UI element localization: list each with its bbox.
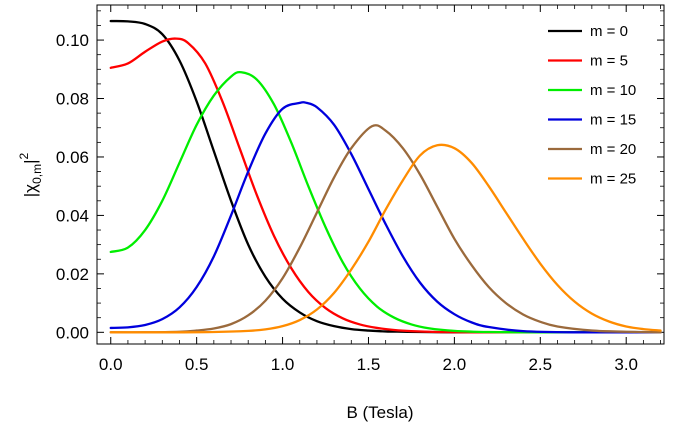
y-axis-label-main: |χ [21, 184, 40, 197]
legend-label: m = 20 [590, 141, 636, 158]
legend-label: m = 0 [590, 23, 628, 40]
x-tick-label: 2.0 [443, 355, 467, 374]
y-axis-label: |χ0,m|2 [17, 152, 44, 197]
series-line-m10 [109, 70, 662, 334]
y-axis-label-superscript: 2 [17, 152, 31, 159]
legend-item: m = 25 [548, 171, 636, 188]
legend-item: m = 10 [548, 82, 636, 99]
legend-label: m = 10 [590, 82, 636, 99]
y-tick-label: 0.00 [56, 323, 89, 342]
legend-item: m = 5 [548, 53, 628, 70]
series-layer [109, 19, 662, 334]
series-line-m25 [109, 143, 662, 334]
legend-label: m = 5 [590, 53, 628, 70]
legend-label: m = 15 [590, 112, 636, 129]
legend-item: m = 20 [548, 141, 636, 158]
y-tick-label: 0.02 [56, 265, 89, 284]
series-line-m20 [109, 124, 662, 334]
ticks-layer: 0.0 0.5 1.0 1.5 2.0 2.5 3.0 0.00 0.02 0.04 0.06 0.0… [56, 5, 664, 374]
x-axis-label: B (Tesla) [346, 403, 413, 422]
x-tick-label: 0.5 [185, 355, 209, 374]
y-tick-label: 0.06 [56, 148, 89, 167]
series-line-m0 [109, 19, 662, 334]
series-line-m15 [109, 101, 662, 334]
legend-item: m = 15 [548, 112, 636, 129]
y-tick-label: 0.08 [56, 90, 89, 109]
legend-label: m = 25 [590, 171, 636, 188]
x-tick-label: 3.0 [614, 355, 638, 374]
x-tick-label: 1.0 [271, 355, 295, 374]
x-tick-label: 2.5 [528, 355, 552, 374]
series-line-m5 [109, 37, 662, 334]
x-tick-label: 1.5 [357, 355, 381, 374]
x-tick-label: 0.0 [99, 355, 123, 374]
legend: m = 0 m = 5 m = 10 m = 15 m = 20 m = 25 [548, 23, 636, 188]
plot-frame [96, 4, 665, 345]
y-tick-label: 0.10 [56, 31, 89, 50]
legend-item: m = 0 [548, 23, 628, 40]
y-axis-label-suffix: | [21, 159, 40, 163]
y-axis-label-subscript: 0,m [30, 164, 44, 184]
y-tick-label: 0.04 [56, 206, 89, 225]
